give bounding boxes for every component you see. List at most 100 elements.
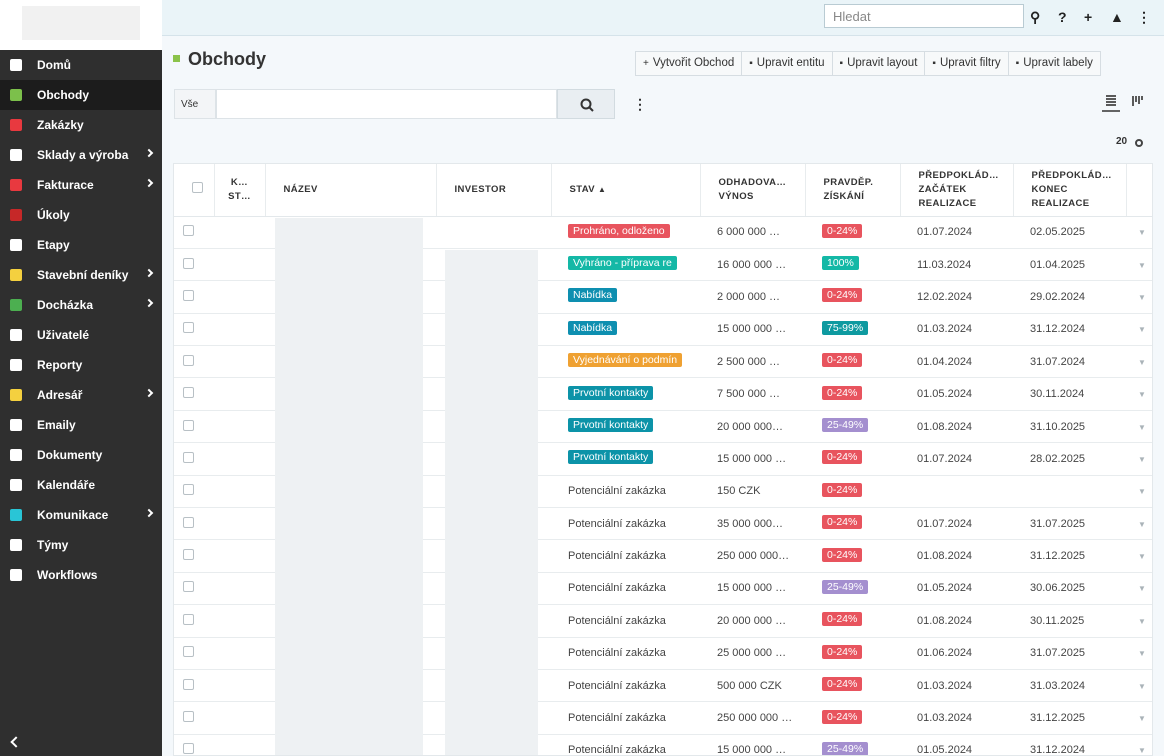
cell-end: 02.05.2025 — [1013, 216, 1126, 249]
page-size[interactable]: 20 — [1116, 136, 1128, 147]
checkbox[interactable] — [183, 451, 194, 463]
row-menu[interactable]: ▼ — [1126, 539, 1152, 573]
row-menu[interactable]: ▼ — [1126, 345, 1152, 379]
toolbar-button[interactable]: ▪ Upravit layout — [831, 52, 925, 75]
column-header[interactable]: PRAVDĚP. ZÍSKÁNÍ — [805, 164, 901, 217]
row-menu[interactable]: ▼ — [1126, 410, 1152, 444]
button-label: Upravit entitu — [756, 57, 825, 69]
row-menu[interactable]: ▼ — [1126, 734, 1152, 755]
start-date: 01.07.2024 — [917, 226, 973, 239]
filter-input[interactable] — [216, 89, 557, 119]
toolbar-button[interactable]: ▪ Upravit entitu — [741, 52, 831, 75]
nav-item[interactable]: Workflows — [0, 560, 162, 590]
row-menu[interactable]: ▼ — [1126, 377, 1152, 411]
row-menu[interactable]: ▼ — [1126, 475, 1152, 509]
scope-select[interactable]: Vše — [174, 89, 216, 119]
row-menu[interactable]: ▼ — [1126, 507, 1152, 541]
kanban-view[interactable] — [1132, 96, 1143, 106]
column-header[interactable]: K… ST… — [214, 164, 266, 217]
checkbox[interactable] — [183, 743, 194, 755]
row-menu[interactable]: ▼ — [1126, 248, 1152, 282]
search-button[interactable] — [557, 89, 615, 119]
nav-item[interactable]: Sklady a výroba — [0, 140, 162, 170]
checkbox[interactable] — [183, 678, 194, 690]
list-view[interactable] — [1102, 95, 1120, 112]
row-menu[interactable]: ▼ — [1126, 280, 1152, 314]
row-menu[interactable]: ▼ — [1126, 637, 1152, 670]
search-icon[interactable]: ⚲ — [1030, 9, 1041, 25]
checkbox[interactable] — [183, 257, 194, 269]
checkbox[interactable] — [183, 289, 194, 301]
end-date: 30.11.2024 — [1030, 388, 1085, 401]
checkbox[interactable] — [183, 322, 194, 334]
column-header[interactable]: PŘEDPOKLÁD… ZAČÁTEK REALIZACE — [900, 164, 1014, 217]
column-header[interactable]: PŘEDPOKLÁD… KONEC REALIZACE — [1013, 164, 1127, 217]
search-input[interactable]: Hledat — [824, 4, 1024, 28]
nav-item[interactable]: Domů — [0, 50, 162, 80]
checkbox[interactable] — [183, 646, 194, 658]
status-badge: Prvotní kontakty — [568, 385, 654, 400]
toolbar-button[interactable]: + Vytvořit Obchod — [636, 52, 741, 75]
notifications-icon[interactable]: ▲ — [1110, 9, 1124, 25]
status-text: Potenciální zakázka — [568, 647, 666, 660]
nav-item[interactable]: Adresář — [0, 380, 162, 410]
cell-end — [1013, 475, 1126, 509]
nav-item[interactable]: Docházka — [0, 290, 162, 320]
column-header[interactable]: ODHADOVA… VÝNOS — [700, 164, 806, 217]
toolbar-button[interactable]: ▪ Upravit filtry — [924, 52, 1007, 75]
start-date: 01.03.2024 — [917, 712, 973, 725]
checkbox[interactable] — [183, 613, 194, 625]
probability-badge: 25-49% — [822, 418, 869, 433]
checkbox[interactable] — [183, 516, 194, 528]
checkbox[interactable] — [183, 711, 194, 723]
checkbox[interactable] — [183, 419, 194, 431]
checkbox[interactable] — [183, 354, 194, 366]
nav-item[interactable]: Komunikace — [0, 500, 162, 530]
nav-item[interactable]: Týmy — [0, 530, 162, 560]
settings-icon[interactable] — [1135, 139, 1143, 147]
nav-item[interactable]: Stavební deníky — [0, 260, 162, 290]
checkbox[interactable] — [183, 387, 194, 399]
nav-item[interactable]: Reporty — [0, 350, 162, 380]
row-menu[interactable]: ▼ — [1126, 442, 1152, 476]
nav-item[interactable]: Emaily — [0, 410, 162, 440]
toolbar-button[interactable]: ▪ Upravit labely — [1007, 52, 1100, 75]
column-header[interactable]: STAV ▲ — [551, 164, 701, 217]
checkbox[interactable] — [183, 484, 194, 496]
column-header[interactable]: NÁZEV — [265, 164, 437, 217]
row-select — [174, 701, 214, 735]
cell-k — [214, 248, 265, 282]
nav-item[interactable]: Uživatelé — [0, 320, 162, 350]
nav-item[interactable]: Zakázky — [0, 110, 162, 140]
row-menu[interactable]: ▼ — [1126, 669, 1152, 703]
cell-probability: 0-24% — [805, 280, 900, 314]
column-header[interactable]: INVESTOR — [436, 164, 552, 217]
more-icon[interactable]: ⋮ — [1137, 9, 1151, 25]
nav-item[interactable]: Etapy — [0, 230, 162, 260]
checkbox[interactable] — [183, 225, 194, 237]
row-menu[interactable]: ▼ — [1126, 701, 1152, 735]
nav-item[interactable]: Kalendáře — [0, 470, 162, 500]
status-badge: Vyjednávání o podmín — [568, 353, 683, 368]
cell-status: Nabídka — [551, 280, 700, 314]
row-menu[interactable]: ▼ — [1126, 572, 1152, 606]
checkbox[interactable] — [183, 549, 194, 561]
nav-icon — [10, 59, 22, 71]
row-menu[interactable]: ▼ — [1126, 604, 1152, 638]
checkbox[interactable] — [183, 581, 194, 593]
caret: ▼ — [1138, 390, 1146, 400]
caret: ▼ — [1138, 260, 1146, 270]
help-icon[interactable]: ? — [1058, 9, 1067, 25]
row-menu[interactable]: ▼ — [1126, 216, 1152, 249]
collapse-sidebar[interactable] — [10, 736, 22, 748]
table-row[interactable]: Vyhráno - příprava re 16 000 000 … 100% 11.… — [174, 248, 1152, 282]
row-menu[interactable]: ▼ — [1126, 313, 1152, 347]
nav-item[interactable]: Úkoly — [0, 200, 162, 230]
cell-probability: 0-24% — [805, 475, 900, 509]
add-icon[interactable]: + — [1084, 9, 1093, 25]
nav-item[interactable]: Obchody — [0, 80, 162, 110]
nav-item[interactable]: Fakturace — [0, 170, 162, 200]
checkbox[interactable] — [192, 181, 203, 193]
nav-item[interactable]: Dokumenty — [0, 440, 162, 470]
filter-menu[interactable]: ⋮ — [633, 96, 647, 112]
